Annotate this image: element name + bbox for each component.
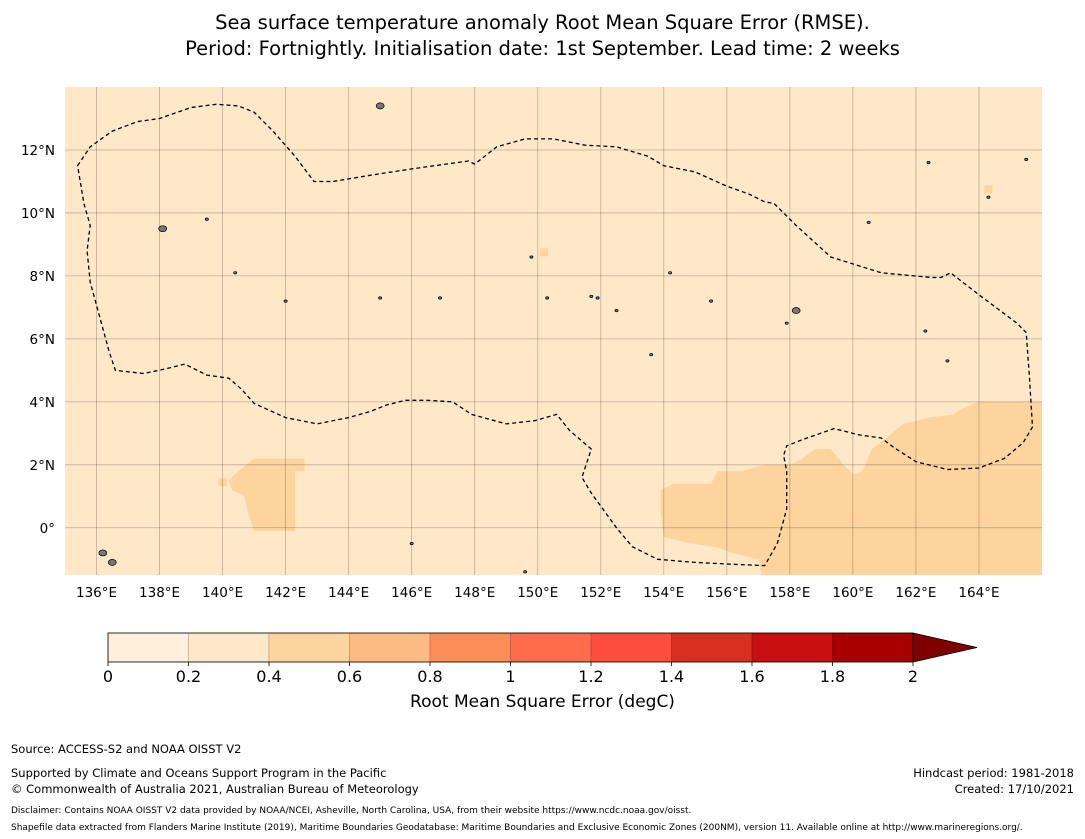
- anomaly-patch-2: [984, 185, 993, 194]
- island-20: [1024, 157, 1029, 161]
- colorbar-swatch-7: [590, 632, 672, 663]
- island-14: [668, 271, 673, 275]
- x-tick-label: 148°E: [454, 585, 495, 601]
- island-21: [866, 220, 871, 224]
- x-tick-label: 160°E: [832, 585, 873, 601]
- island-22: [409, 541, 414, 546]
- map-title: Sea surface temperature anomaly Root Mea…: [0, 10, 1085, 62]
- title-line-1: Sea surface temperature anomaly Root Mea…: [215, 11, 870, 34]
- island-2: [158, 225, 168, 233]
- island-13: [649, 353, 654, 357]
- colorbar-swatch-10: [832, 632, 914, 663]
- support-note: Supported by Climate and Oceans Support …: [11, 766, 387, 780]
- y-tick-label: 2°N: [30, 458, 55, 474]
- island-25: [107, 559, 117, 566]
- island-19: [926, 161, 931, 165]
- y-tick-label: 0°: [40, 521, 55, 537]
- colorbar-swatch-2: [188, 632, 270, 663]
- map-axes: 136°E 138°E 140°E 142°E 144°E 146°E 148°E 150°E…: [21, 143, 1000, 601]
- y-tick-label: 8°N: [30, 269, 55, 285]
- island-6: [378, 296, 383, 300]
- colorbar-swatch-3: [268, 632, 350, 663]
- colorbar-swatch-9: [751, 632, 833, 663]
- colorbar-swatch-1: [107, 632, 189, 663]
- colorbar-tick-label: 1.2: [578, 667, 603, 686]
- anomaly-region-1: [228, 458, 305, 531]
- island-12: [614, 308, 619, 313]
- colorbar-swatch-8: [671, 632, 753, 663]
- y-tick-label: 6°N: [30, 332, 55, 348]
- anomaly-patch-3: [218, 478, 227, 487]
- anomaly-region-2: [660, 401, 1042, 575]
- island-24: [98, 549, 108, 557]
- x-tick-label: 138°E: [139, 585, 180, 601]
- anomaly-patch-1: [540, 248, 549, 257]
- x-tick-label: 150°E: [517, 585, 558, 601]
- source-note: Source: ACCESS-S2 and NOAA OISST V2: [11, 742, 242, 756]
- colorbar-swatch-6: [510, 632, 592, 663]
- x-tick-label: 162°E: [895, 585, 936, 601]
- island-11: [595, 296, 600, 300]
- island-3: [204, 217, 209, 221]
- colorbar-tick-label: 0.2: [176, 667, 201, 686]
- island-7: [438, 296, 442, 300]
- map-plot-area: [65, 87, 1042, 575]
- island-4: [233, 271, 238, 275]
- colorbar-tick-label: 1.4: [659, 667, 684, 686]
- shapefile-note: Shapefile data extracted from Flanders M…: [11, 823, 1023, 833]
- x-tick-label: 136°E: [76, 585, 117, 601]
- colorbar-tick-label: 0.4: [256, 667, 281, 686]
- x-tick-label: 154°E: [643, 585, 684, 601]
- colorbar: 0 0.2 0.4 0.6 0.8 1 1.2 1.4 1.6 1.8 2: [103, 632, 978, 686]
- island-26: [784, 321, 789, 325]
- colorbar-tick-label: 2: [908, 667, 918, 686]
- x-tick-label: 158°E: [769, 585, 810, 601]
- title-line-2: Period: Fortnightly. Initialisation date…: [185, 37, 900, 60]
- x-tick-label: 144°E: [328, 585, 369, 601]
- x-tick-label: 156°E: [706, 585, 747, 601]
- colorbar-extend-arrow: [912, 632, 978, 663]
- colorbar-tick-label: 1.6: [739, 667, 764, 686]
- colorbar-swatch-4: [349, 632, 431, 663]
- island-10: [589, 294, 594, 298]
- x-tick-label: 146°E: [391, 585, 432, 601]
- island-8: [529, 255, 534, 259]
- island-18: [945, 359, 950, 363]
- colorbar-tick-label: 0: [103, 667, 113, 686]
- island-9: [545, 296, 550, 300]
- island-1: [375, 102, 385, 110]
- x-tick-label: 140°E: [202, 585, 243, 601]
- colorbar-tick-label: 1.8: [820, 667, 845, 686]
- x-tick-label: 152°E: [580, 585, 621, 601]
- colorbar-tick-label: 0.6: [337, 667, 362, 686]
- island-5: [283, 299, 288, 303]
- disclaimer-note: Disclaimer: Contains NOAA OISST V2 data …: [11, 806, 692, 816]
- copyright-note: © Commonwealth of Australia 2021, Austra…: [11, 782, 419, 796]
- eez-boundary: [76, 103, 1034, 567]
- y-tick-label: 4°N: [30, 395, 55, 411]
- island-16: [791, 307, 801, 314]
- hindcast-note: Hindcast period: 1981-2018: [913, 766, 1074, 780]
- y-tick-label: 12°N: [21, 143, 55, 159]
- island-23: [523, 570, 528, 574]
- colorbar-tick-label: 1: [505, 667, 515, 686]
- y-tick-label: 10°N: [21, 206, 55, 222]
- x-tick-label: 164°E: [958, 585, 999, 601]
- colorbar-label: Root Mean Square Error (degC): [410, 692, 675, 712]
- island-27: [986, 195, 991, 199]
- island-17: [923, 329, 928, 333]
- island-15: [709, 299, 714, 303]
- colorbar-tick-label: 0.8: [417, 667, 442, 686]
- x-tick-label: 142°E: [265, 585, 306, 601]
- colorbar-swatch-5: [429, 632, 511, 663]
- created-note: Created: 17/10/2021: [954, 782, 1074, 796]
